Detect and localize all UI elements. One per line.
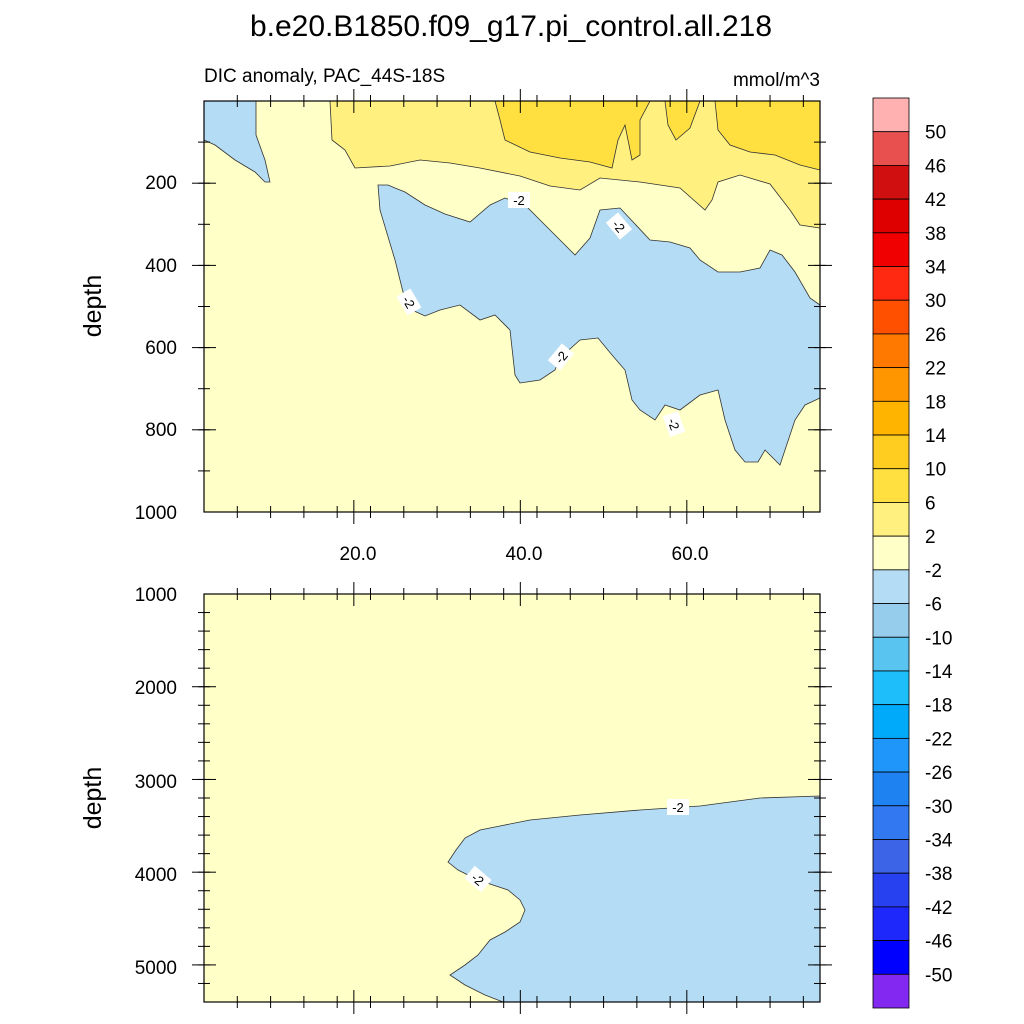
lower-ytick-label: 2000	[135, 678, 177, 699]
colorbar-label: 6	[925, 493, 936, 514]
colorbar-swatch	[872, 266, 910, 301]
colorbar-swatch	[872, 973, 910, 1009]
upper-panel: -2 -2 -2 -2 -2 200 400 600 800 1000 20.0…	[79, 89, 832, 565]
colorbar-swatch	[872, 670, 910, 706]
contour-label: -2	[513, 193, 525, 208]
upper-ytick-label: 400	[145, 256, 177, 277]
lower-ytick-label: 4000	[135, 865, 177, 886]
colorbar-swatch	[872, 333, 910, 369]
lower-ytick-label: 3000	[135, 772, 177, 793]
colorbar-label: 42	[925, 190, 946, 211]
colorbar-label: -42	[925, 898, 952, 919]
colorbar-label: 50	[925, 123, 946, 144]
colorbar-label: -38	[925, 864, 952, 885]
colorbar-swatch	[872, 940, 910, 975]
lower-panel: -2 -2 1000 2000 3000 4000 5000 depth	[79, 582, 832, 1014]
colorbar-label: 18	[925, 392, 946, 413]
lower-ytick-label: 1000	[135, 585, 177, 606]
lower-ylabel: depth	[79, 767, 107, 830]
colorbar-swatch	[872, 737, 910, 773]
upper-contour-labels: -2 -2 -2 -2 -2	[396, 192, 686, 438]
colorbar-swatch	[872, 704, 910, 739]
colorbar: 50 46 42 38 34 30 26 22 18 14 10 6 2 -2 -6 -10 -14 -18 -22…	[872, 97, 953, 1009]
colorbar-label: -2	[925, 561, 942, 582]
colorbar-swatch	[872, 872, 910, 908]
upper-positive-2-region	[329, 100, 821, 229]
colorbar-swatch	[872, 502, 910, 537]
colorbar-label: 46	[925, 156, 946, 177]
upper-negative-2-region	[377, 184, 821, 466]
chart-title: b.e20.B1850.f09_g17.pi_control.all.218	[250, 10, 772, 43]
colorbar-label: -22	[925, 729, 952, 750]
lower-contour-labels: -2 -2	[464, 799, 689, 893]
upper-xtick-label: 60.0	[672, 544, 709, 565]
colorbar-swatch	[872, 131, 910, 166]
upper-negative-2-region	[203, 100, 271, 183]
chart-subtitle-left: DIC anomaly, PAC_44S-18S	[204, 66, 445, 87]
colorbar-label: -34	[925, 830, 953, 851]
colorbar-swatch	[872, 839, 910, 874]
colorbar-swatch	[872, 603, 910, 638]
colorbar-swatch	[872, 434, 910, 470]
colorbar-label: 14	[925, 426, 947, 447]
upper-xtick-label: 40.0	[506, 544, 543, 565]
colorbar-label: 22	[925, 359, 946, 380]
colorbar-label: 30	[925, 291, 946, 312]
colorbar-swatch	[872, 468, 910, 503]
colorbar-label: -14	[925, 662, 953, 683]
colorbar-label: 34	[925, 258, 947, 279]
colorbar-label: 10	[925, 460, 946, 481]
colorbar-label: 38	[925, 224, 946, 245]
colorbar-swatch	[872, 400, 910, 436]
upper-ytick-label: 200	[145, 173, 177, 194]
colorbar-swatch	[872, 165, 910, 200]
colorbar-swatch	[872, 535, 910, 571]
colorbar-swatch	[872, 906, 910, 941]
colorbar-swatch	[872, 299, 910, 335]
colorbar-swatch	[872, 367, 910, 402]
colorbar-swatch	[872, 771, 910, 807]
contour-label: -2	[665, 416, 683, 432]
chart-units: mmol/m^3	[733, 70, 820, 91]
upper-ytick-label: 800	[145, 420, 177, 441]
colorbar-label: -6	[925, 595, 942, 616]
colorbar-label: -30	[925, 797, 952, 818]
lower-tick-marks	[192, 582, 832, 1014]
colorbar-label: -26	[925, 763, 952, 784]
colorbar-swatch	[872, 636, 910, 672]
colorbar-label: 2	[925, 527, 936, 548]
contour-label: -2	[672, 800, 684, 815]
upper-ylabel: depth	[79, 275, 107, 338]
colorbar-label: -46	[925, 932, 952, 953]
colorbar-swatch	[872, 232, 910, 267]
colorbar-label: -50	[925, 965, 952, 986]
colorbar-label: 26	[925, 325, 946, 346]
upper-ytick-label: 1000	[135, 503, 177, 524]
colorbar-label: -10	[925, 628, 952, 649]
lower-negative-2-region	[447, 795, 821, 1003]
colorbar-swatch	[872, 569, 910, 604]
upper-positive-6-region	[494, 100, 651, 169]
colorbar-label: -18	[925, 696, 952, 717]
upper-xtick-label: 20.0	[340, 544, 377, 565]
colorbar-swatch	[872, 805, 910, 840]
upper-ytick-label: 600	[145, 338, 177, 359]
colorbar-swatch	[872, 97, 910, 133]
lower-ytick-label: 5000	[135, 958, 177, 979]
upper-tick-marks	[192, 89, 832, 524]
colorbar-swatch	[872, 198, 910, 234]
